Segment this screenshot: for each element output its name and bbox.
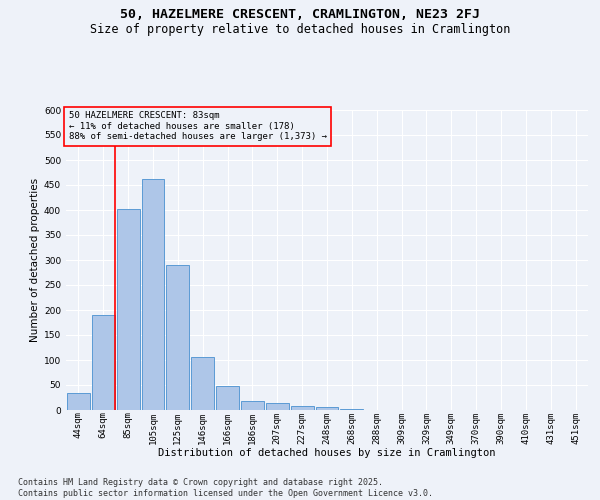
Bar <box>291 406 314 410</box>
Text: 50, HAZELMERE CRESCENT, CRAMLINGTON, NE23 2FJ: 50, HAZELMERE CRESCENT, CRAMLINGTON, NE2… <box>120 8 480 20</box>
Bar <box>340 409 363 410</box>
Bar <box>216 386 239 410</box>
Bar <box>166 264 189 410</box>
Text: 50 HAZELMERE CRESCENT: 83sqm
← 11% of detached houses are smaller (178)
88% of s: 50 HAZELMERE CRESCENT: 83sqm ← 11% of de… <box>68 112 326 142</box>
Bar <box>241 401 264 410</box>
Bar <box>67 392 90 410</box>
Bar <box>117 209 140 410</box>
Y-axis label: Number of detached properties: Number of detached properties <box>30 178 40 342</box>
Bar <box>266 403 289 410</box>
Bar <box>191 357 214 410</box>
Text: Distribution of detached houses by size in Cramlington: Distribution of detached houses by size … <box>158 448 496 458</box>
Text: Size of property relative to detached houses in Cramlington: Size of property relative to detached ho… <box>90 22 510 36</box>
Bar <box>316 407 338 410</box>
Text: Contains HM Land Registry data © Crown copyright and database right 2025.
Contai: Contains HM Land Registry data © Crown c… <box>18 478 433 498</box>
Bar <box>142 178 164 410</box>
Bar <box>92 315 115 410</box>
